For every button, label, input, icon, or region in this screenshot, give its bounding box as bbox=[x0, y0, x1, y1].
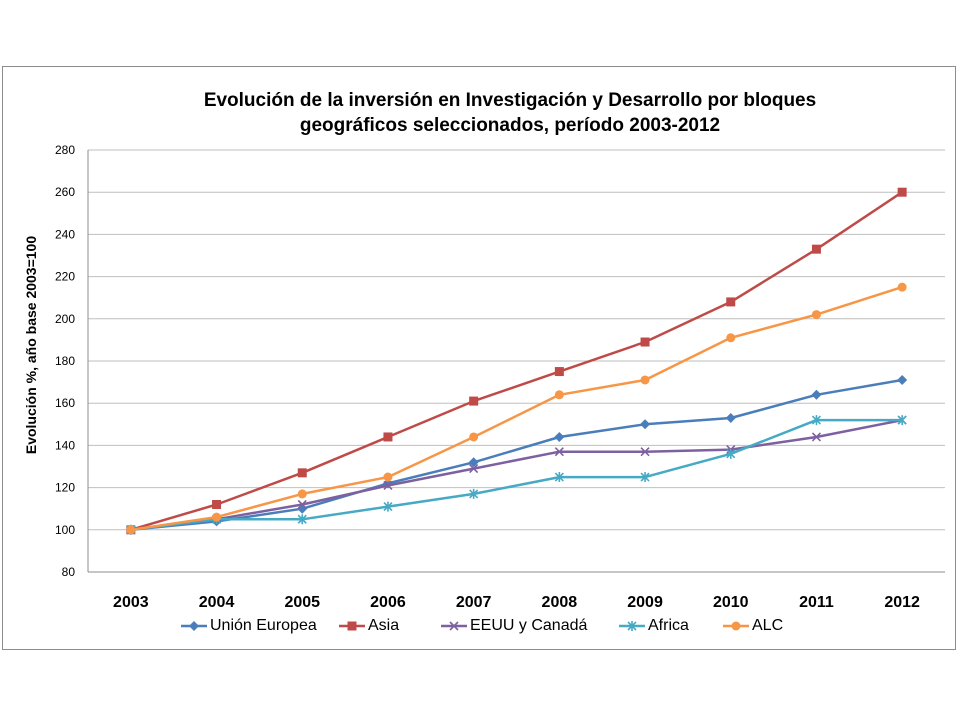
data-point-asia-2007 bbox=[469, 396, 479, 406]
data-point-eeuu-y-canada-2008 bbox=[554, 447, 564, 457]
legend-swatch-marker-eeuu-y-canada bbox=[449, 621, 459, 631]
x-tick-label-2012: 2012 bbox=[884, 594, 920, 611]
x-tick-label-2011: 2011 bbox=[799, 594, 834, 611]
data-point-union-europea-2007 bbox=[468, 457, 479, 468]
x-tick-label-2007: 2007 bbox=[456, 594, 492, 611]
series-line-africa bbox=[130, 418, 903, 532]
series-alc bbox=[126, 282, 907, 535]
legend-swatch-marker-union-europea bbox=[189, 621, 199, 631]
y-tick-label-140: 140 bbox=[55, 438, 75, 452]
legend-label-union-europea: Unión Europea bbox=[210, 617, 317, 634]
data-point-eeuu-y-canada-2005 bbox=[297, 499, 307, 510]
data-point-asia-2005 bbox=[297, 468, 307, 478]
data-point-alc-2008 bbox=[554, 390, 564, 400]
chart-title: Evolución de la inversión en Investigaci… bbox=[90, 88, 930, 138]
data-point-africa-2011 bbox=[811, 415, 822, 426]
data-point-africa-2007 bbox=[469, 488, 479, 499]
data-point-alc-2010 bbox=[726, 333, 736, 343]
y-tick-label-240: 240 bbox=[55, 227, 75, 241]
data-point-africa-2010 bbox=[726, 448, 736, 459]
chart-area bbox=[2, 66, 956, 650]
data-point-union-europea-2011 bbox=[811, 389, 822, 400]
x-tick-label-2004: 2004 bbox=[199, 594, 235, 611]
legend-label-eeuu-y-canada: EEUU y Canadá bbox=[470, 617, 588, 634]
x-tick-label-2009: 2009 bbox=[627, 594, 663, 611]
legend-label-asia: Asia bbox=[368, 617, 400, 634]
legend-swatch-eeuu-y-canada bbox=[441, 621, 467, 631]
data-point-asia-2004 bbox=[212, 499, 222, 509]
y-tick-label-280: 280 bbox=[55, 143, 75, 157]
y-tick-label-220: 220 bbox=[55, 270, 75, 284]
legend-swatch-marker-africa bbox=[627, 621, 637, 631]
legend-swatch-union-europea bbox=[181, 621, 207, 631]
legend-swatch-marker-asia bbox=[347, 621, 357, 631]
series-line-alc bbox=[130, 285, 903, 532]
series-line-union-europea bbox=[130, 378, 903, 532]
data-point-union-europea-2009 bbox=[640, 419, 651, 430]
data-point-eeuu-y-canada-2011 bbox=[811, 432, 822, 442]
data-point-alc-2007 bbox=[469, 432, 479, 442]
data-point-union-europea-2012 bbox=[897, 374, 908, 385]
data-point-alc-2003 bbox=[126, 525, 136, 535]
data-point-alc-2011 bbox=[811, 310, 821, 320]
x-tick-label-2010: 2010 bbox=[713, 594, 749, 611]
chart-title-line-1: Evolución de la inversión en Investigaci… bbox=[203, 90, 817, 111]
data-point-asia-2012 bbox=[897, 187, 907, 197]
data-point-asia-2008 bbox=[554, 367, 564, 377]
chart-legend: Unión Europea Asia EEUU y Canadá Africa ALC bbox=[0, 615, 960, 637]
y-tick-label-200: 200 bbox=[55, 312, 75, 326]
data-point-asia-2010 bbox=[726, 297, 736, 307]
y-tick-label-120: 120 bbox=[55, 481, 75, 495]
legend-swatch-africa bbox=[619, 621, 645, 631]
data-point-africa-2008 bbox=[554, 472, 564, 483]
data-point-alc-2009 bbox=[640, 375, 650, 385]
legend-swatch-marker-alc bbox=[731, 621, 741, 631]
legend-swatch-asia bbox=[339, 621, 365, 631]
data-point-eeuu-y-canada-2007 bbox=[469, 464, 479, 474]
y-tick-label-80: 80 bbox=[62, 565, 76, 579]
data-point-africa-2005 bbox=[297, 514, 307, 525]
y-tick-label-100: 100 bbox=[55, 523, 75, 537]
data-point-alc-2005 bbox=[297, 489, 307, 499]
data-point-eeuu-y-canada-2006 bbox=[383, 480, 393, 491]
data-point-africa-2006 bbox=[383, 501, 393, 512]
legend-swatch-alc bbox=[723, 621, 749, 631]
data-point-eeuu-y-canada-2009 bbox=[640, 447, 650, 457]
series-line-eeuu-y-canada bbox=[130, 418, 903, 532]
y-tick-label-260: 260 bbox=[55, 185, 75, 199]
data-point-asia-2009 bbox=[640, 337, 650, 347]
data-point-alc-2012 bbox=[897, 282, 907, 292]
data-point-alc-2004 bbox=[212, 512, 222, 522]
data-point-africa-2012 bbox=[897, 415, 907, 426]
y-tick-label-180: 180 bbox=[55, 354, 75, 368]
legend-label-africa: Africa bbox=[648, 617, 689, 634]
data-point-union-europea-2010 bbox=[725, 412, 736, 423]
legend-label-alc: ALC bbox=[752, 617, 784, 634]
data-point-asia-2006 bbox=[383, 432, 393, 442]
series-line-asia bbox=[130, 191, 903, 531]
x-tick-label-2005: 2005 bbox=[284, 594, 320, 611]
x-tick-label-2006: 2006 bbox=[370, 594, 406, 611]
data-point-union-europea-2008 bbox=[554, 431, 565, 442]
data-point-alc-2006 bbox=[383, 472, 393, 482]
y-tick-label-160: 160 bbox=[55, 396, 75, 410]
x-tick-label-2003: 2003 bbox=[113, 594, 149, 611]
x-tick-label-2008: 2008 bbox=[542, 594, 578, 611]
chart-title-line-2: geográficos seleccionados, período 2003-… bbox=[299, 115, 721, 136]
data-point-africa-2009 bbox=[640, 472, 650, 483]
data-point-asia-2011 bbox=[811, 244, 821, 254]
